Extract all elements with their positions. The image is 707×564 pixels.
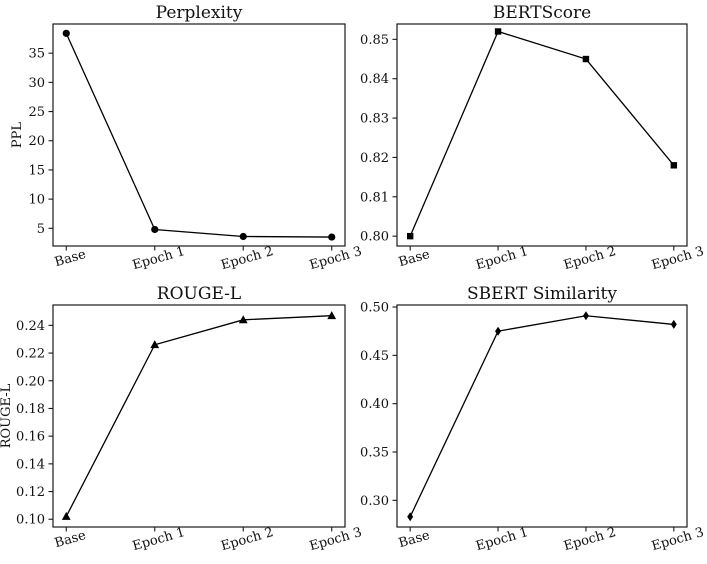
data-point [670, 319, 677, 329]
chart-title: BERTScore [493, 3, 591, 23]
plot-frame [396, 23, 688, 247]
chart-bertscore: 0.80 0.81 0.82 0.83 0.84 0.85 Base Epoch 1 Epoch… [360, 3, 706, 273]
x-tick-label: Base [397, 528, 432, 551]
data-point [150, 340, 160, 349]
data-point [406, 232, 414, 240]
y-tick-label: 20 [28, 134, 45, 149]
y-tick-label: 0.85 [360, 33, 389, 48]
data-point [495, 326, 502, 336]
data-point [328, 233, 336, 241]
data-point [670, 162, 678, 169]
data-point [582, 55, 590, 63]
y-tick-label: 0.40 [360, 397, 389, 412]
data-line [409, 315, 674, 518]
y-tick-label: 0.20 [16, 374, 45, 389]
y-tick-label: 10 [28, 193, 45, 208]
x-tick-label: Epoch 3 [650, 244, 706, 273]
chart-title: ROUGE-L [157, 284, 241, 304]
data-point [62, 29, 70, 37]
y-tick-label: 0.24 [16, 319, 45, 334]
data-line [65, 33, 332, 238]
x-tick-label: Epoch 2 [562, 244, 618, 273]
chart-perplexity: 5 10 15 20 25 30 35 Base Epoch 1 Epoch 2 Epoch 3 Pe… [10, 3, 364, 273]
chart-title: Perplexity [156, 3, 243, 23]
y-tick-label: 0.12 [16, 485, 45, 500]
x-tick-label: Base [53, 247, 88, 270]
chart-rouge-l: 0.10 0.12 0.14 0.16 0.18 0.20 0.22 0.24 Base Epoc… [0, 284, 364, 554]
y-tick-label: 0.45 [360, 349, 389, 364]
y-tick-label: 25 [28, 105, 45, 120]
x-tick-label: Epoch 2 [562, 525, 618, 554]
y-tick-label: 0.82 [360, 151, 389, 166]
chart-title: SBERT Similarity [467, 284, 617, 304]
y-tick-label: 30 [28, 76, 45, 91]
y-tick-label: 0.14 [16, 457, 45, 472]
data-point [151, 225, 159, 234]
y-tick-label: 0.10 [16, 513, 45, 528]
x-tick-label: Base [53, 528, 88, 551]
plot-frame [52, 23, 346, 247]
y-tick-label: 0.50 [360, 301, 389, 316]
data-point [582, 311, 589, 321]
x-tick-label: Epoch 3 [308, 525, 364, 554]
x-tick-label: Epoch 3 [650, 525, 706, 554]
data-point [238, 315, 248, 324]
chart-sbert-similarity: 0.30 0.35 0.40 0.45 0.50 Base Epoch 1 Epoch 2 Ep… [360, 284, 706, 554]
y-tick-label: 0.84 [360, 72, 389, 87]
data-point [327, 311, 337, 320]
y-axis-label: ROUGE-L [0, 383, 14, 448]
x-tick-label: Epoch 1 [131, 525, 187, 554]
x-tick-label: Base [397, 247, 432, 270]
plot-frame [52, 304, 346, 528]
y-tick-label: 35 [28, 47, 45, 62]
y-tick-label: 0.18 [16, 402, 45, 417]
x-tick-label: Epoch 2 [219, 525, 275, 554]
x-tick-label: Epoch 1 [474, 525, 530, 554]
data-line [65, 315, 332, 517]
x-tick-label: Epoch 1 [474, 244, 530, 273]
data-line [409, 30, 675, 237]
y-tick-label: 0.16 [16, 430, 45, 445]
data-point [494, 28, 502, 35]
y-tick-label: 0.30 [360, 494, 389, 509]
data-point [239, 232, 247, 241]
data-point [61, 511, 71, 520]
y-axis-label: PPL [10, 122, 25, 148]
x-tick-label: Epoch 2 [219, 244, 275, 273]
x-tick-label: Epoch 1 [131, 244, 187, 273]
y-tick-label: 15 [28, 163, 45, 178]
data-point [407, 512, 414, 522]
y-tick-label: 0.81 [360, 190, 389, 205]
y-tick-label: 0.83 [360, 112, 389, 127]
plot-frame [396, 304, 688, 528]
y-tick-label: 0.80 [360, 230, 389, 245]
y-tick-label: 0.35 [360, 446, 389, 461]
y-tick-label: 5 [37, 222, 45, 237]
x-tick-label: Epoch 3 [308, 244, 364, 273]
y-tick-label: 0.22 [16, 347, 45, 362]
